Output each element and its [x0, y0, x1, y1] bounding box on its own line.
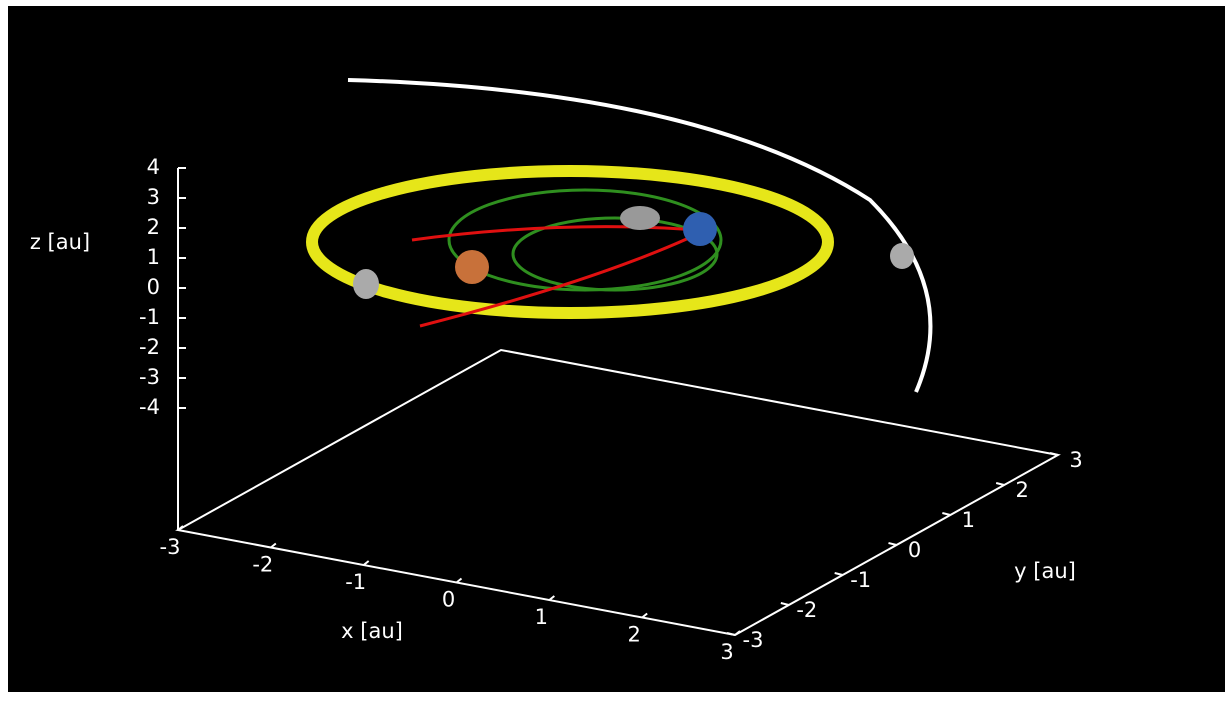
asteroid	[890, 243, 914, 269]
comet-orbit	[347, 78, 933, 393]
y-tick	[995, 482, 1005, 486]
x-axis-label: x [au]	[341, 619, 403, 643]
y-tick	[780, 602, 790, 606]
y-tick-label: 1	[962, 508, 975, 532]
asteroid	[620, 206, 660, 230]
y-tick	[726, 632, 736, 636]
z-tick-label: 0	[147, 275, 160, 299]
earth-orbit	[511, 216, 719, 292]
z-tick-label: 3	[147, 185, 160, 209]
z-tick-label: -3	[139, 365, 160, 389]
z-tick-label: -1	[139, 305, 160, 329]
mars	[455, 250, 489, 284]
x-tick-label: -3	[160, 535, 181, 559]
y-tick-label: 3	[1069, 448, 1082, 472]
y-tick-label: -2	[796, 598, 817, 622]
x-tick-label: -1	[345, 570, 366, 594]
x-tick-label: 0	[442, 588, 455, 612]
x-tick	[641, 612, 648, 619]
y-tick	[888, 542, 897, 546]
earth	[683, 212, 717, 246]
y-tick-label: -1	[850, 568, 871, 592]
x-tick-label: 3	[720, 640, 733, 664]
z-tick-label: 1	[147, 245, 160, 269]
trajectory	[411, 225, 701, 242]
z-axis-label: z [au]	[30, 230, 90, 254]
asteroid	[353, 269, 379, 299]
y-axis-label: y [au]	[1014, 559, 1076, 583]
x-tick	[734, 630, 741, 636]
z-tick-label: 2	[147, 215, 160, 239]
z-tick-label: 4	[147, 155, 160, 179]
x-tick	[455, 577, 463, 584]
y-tick-label: -3	[743, 628, 764, 652]
x-tick-label: -2	[252, 553, 273, 577]
x-tick	[363, 560, 370, 566]
x-tick	[548, 595, 555, 601]
plot-background	[8, 6, 1225, 692]
x-tick-label: 1	[535, 605, 548, 629]
outer-orbit	[306, 165, 834, 319]
x-tick	[177, 525, 184, 531]
x-tick	[270, 542, 277, 549]
y-tick-label: 0	[908, 538, 921, 562]
z-tick-label: -4	[139, 395, 160, 419]
y-tick	[834, 572, 843, 576]
x-tick-label: 2	[627, 623, 640, 647]
trajectory	[419, 230, 703, 328]
y-tick	[1049, 452, 1059, 456]
y-tick-label: 2	[1015, 478, 1028, 502]
y-tick	[942, 512, 951, 516]
z-tick-label: -2	[139, 335, 160, 359]
